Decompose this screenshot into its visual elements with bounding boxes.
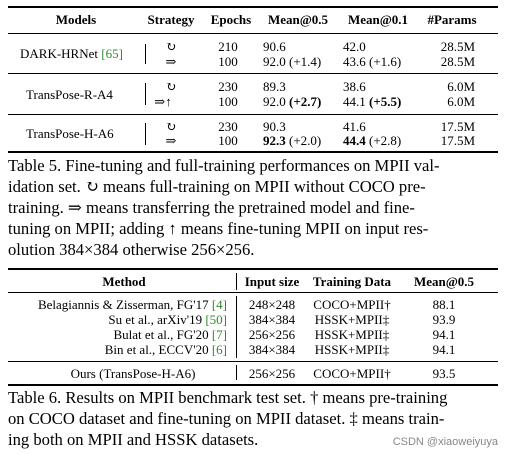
params-cell: 6.0M bbox=[447, 79, 475, 94]
column-divider bbox=[145, 83, 146, 105]
params-cell: 28.5M bbox=[440, 54, 475, 69]
watermark: CSDN @xiaoweiyuya bbox=[392, 436, 498, 448]
params-cell: 17.5M bbox=[440, 119, 475, 134]
method-cell-ours: Ours (TransPose-H-A6) bbox=[70, 366, 196, 381]
top-rule bbox=[8, 268, 498, 270]
epochs-cell: 230 bbox=[218, 119, 238, 134]
params-cell: 17.5M bbox=[440, 133, 475, 148]
group-rule bbox=[8, 114, 498, 115]
mean05-cell: 90.6 bbox=[263, 39, 286, 54]
epochs-cell: 100 bbox=[218, 54, 238, 69]
method-cell: Bin et al., ECCV'20 [6] bbox=[104, 342, 227, 357]
mean05-cell: 92.0 (+1.4) bbox=[263, 54, 322, 69]
column-divider bbox=[145, 123, 146, 145]
training-data-cell: HSSK+MPII‡ bbox=[314, 327, 390, 342]
mean05-cell: 94.1 bbox=[432, 342, 456, 357]
column-divider bbox=[145, 44, 146, 64]
mean01-cell: 41.6 bbox=[343, 119, 366, 134]
input-size-cell: 248×248 bbox=[248, 297, 296, 312]
header-models: Models bbox=[55, 12, 97, 27]
top-rule bbox=[8, 6, 498, 8]
strategy-icon: ⇒↑ bbox=[154, 94, 172, 109]
table-6-caption: Table 6. Results on MPII benchmark test … bbox=[8, 388, 448, 449]
method-cell: Belagiannis & Zisserman, FG'17 [4] bbox=[37, 297, 227, 312]
mean05-cell: 92.3 (+2.0) bbox=[263, 133, 322, 148]
column-divider bbox=[236, 365, 237, 380]
mean05-cell: 90.3 bbox=[263, 119, 286, 134]
mean01-cell: 42.0 bbox=[343, 39, 366, 54]
strategy-icon: ↻ bbox=[165, 39, 177, 54]
column-divider bbox=[236, 296, 237, 358]
training-data-cell: HSSK+MPII‡ bbox=[314, 312, 390, 327]
mean01-cell: 44.4 (+2.8) bbox=[343, 133, 402, 148]
strategy-icon: ↻ bbox=[165, 119, 177, 134]
model-name: TransPose-R-A4 bbox=[26, 87, 113, 102]
params-cell: 28.5M bbox=[440, 39, 475, 54]
mean05-cell: 93.5 bbox=[432, 366, 456, 381]
mean05-cell: 89.3 bbox=[263, 79, 286, 94]
header-rule bbox=[8, 292, 498, 293]
params-cell: 6.0M bbox=[447, 94, 475, 109]
training-data-cell: COCO+MPII† bbox=[313, 366, 391, 381]
strategy-icon: ⇒ bbox=[165, 133, 177, 148]
method-cell: Bulat et al., FG'20 [7] bbox=[113, 327, 227, 342]
mean01-cell: 38.6 bbox=[343, 79, 366, 94]
header-mean05: Mean@0.5 bbox=[267, 12, 329, 27]
training-data-cell: COCO+MPII† bbox=[313, 297, 391, 312]
mean01-cell: 44.1 (+5.5) bbox=[343, 94, 402, 109]
header-training-data: Training Data bbox=[312, 274, 392, 289]
strategy-icon: ↻ bbox=[165, 79, 177, 94]
input-size-cell: 384×384 bbox=[248, 342, 296, 357]
model-name: TransPose-H-A6 bbox=[26, 126, 114, 141]
bottom-rule bbox=[8, 384, 498, 386]
strategy-icon: ⇒ bbox=[165, 54, 177, 69]
header-params: #Params bbox=[427, 12, 477, 27]
epochs-cell: 230 bbox=[218, 79, 238, 94]
table-5-caption: Table 5. Fine-tuning and full-training p… bbox=[8, 156, 440, 259]
header-strategy: Strategy bbox=[147, 12, 195, 27]
header-epochs: Epochs bbox=[210, 12, 252, 27]
mean05-cell: 93.9 bbox=[432, 312, 456, 327]
method-cell: Su et al., arXiv'19 [50] bbox=[108, 312, 227, 327]
training-data-cell: HSSK+MPII‡ bbox=[314, 342, 390, 357]
column-divider bbox=[236, 273, 237, 290]
input-size-cell: 384×384 bbox=[248, 312, 296, 327]
model-name: DARK-HRNet [65] bbox=[20, 46, 123, 61]
bottom-rule bbox=[8, 151, 498, 153]
header-mean01: Mean@0.1 bbox=[347, 12, 409, 27]
group-rule bbox=[8, 73, 498, 74]
section-rule bbox=[8, 361, 498, 362]
epochs-cell: 100 bbox=[218, 133, 238, 148]
mean05-cell: 94.1 bbox=[432, 327, 456, 342]
mean05-cell: 88.1 bbox=[432, 297, 456, 312]
mean01-cell: 43.6 (+1.6) bbox=[343, 54, 402, 69]
input-size-cell: 256×256 bbox=[248, 366, 296, 381]
header-method: Method bbox=[102, 274, 146, 289]
input-size-cell: 256×256 bbox=[248, 327, 296, 342]
header-rule bbox=[8, 33, 498, 34]
header-mean05: Mean@0.5 bbox=[413, 274, 475, 289]
epochs-cell: 100 bbox=[218, 94, 238, 109]
epochs-cell: 210 bbox=[218, 39, 238, 54]
header-input-size: Input size bbox=[244, 274, 300, 289]
mean05-cell: 92.0 (+2.7) bbox=[263, 94, 322, 109]
